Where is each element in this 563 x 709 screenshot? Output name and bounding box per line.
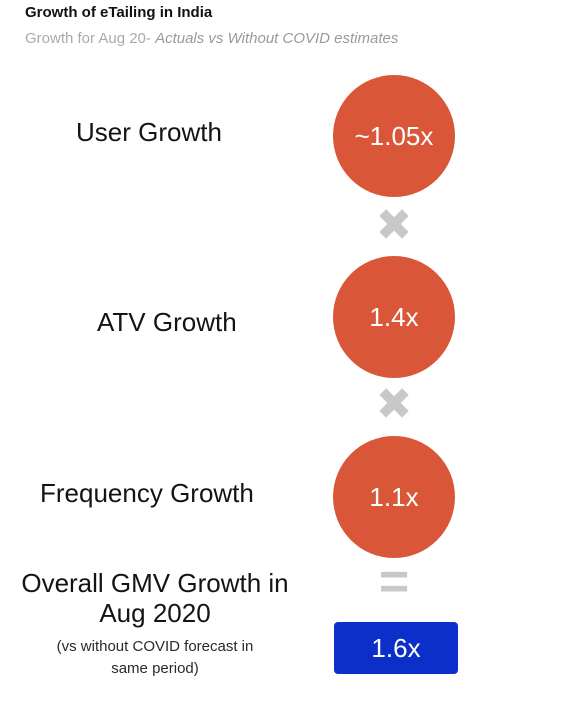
atv-growth-bubble: 1.4x [333, 256, 455, 378]
overall-title-line2: Aug 2020 [99, 598, 211, 628]
overall-gmv-value: 1.6x [371, 632, 421, 663]
overall-note-line1: (vs without COVID forecast in [56, 638, 254, 655]
equals-icon: = [378, 553, 410, 611]
overall-note-line2: same period) [111, 660, 199, 677]
row-label-atv-growth: ATV Growth [97, 307, 237, 337]
page-subtitle: Growth for Aug 20- Actuals vs Without CO… [25, 30, 398, 47]
frequency-growth-bubble: 1.1x [333, 436, 455, 558]
subtitle-italic: Actuals vs Without COVID estimates [155, 30, 399, 47]
subtitle-prefix: Growth for Aug 20- [25, 30, 151, 47]
overall-gmv-block: Overall GMV Growth in Aug 2020 (vs witho… [0, 568, 310, 680]
atv-growth-value: 1.4x [369, 301, 419, 332]
overall-gmv-result: 1.6x [334, 622, 458, 674]
overall-title: Overall GMV Growth in Aug 2020 [0, 568, 310, 628]
overall-title-line1: Overall GMV Growth in [21, 568, 289, 598]
user-growth-value: ~1.05x [354, 120, 434, 151]
multiply-icon: ✖ [375, 380, 413, 429]
overall-note: (vs without COVID forecast in same perio… [0, 636, 310, 680]
multiply-icon: ✖ [375, 201, 413, 250]
row-label-user-growth: User Growth [76, 117, 222, 147]
row-label-frequency-growth: Frequency Growth [40, 478, 254, 508]
page-title: Growth of eTailing in India [25, 4, 213, 21]
frequency-growth-value: 1.1x [369, 481, 419, 512]
user-growth-bubble: ~1.05x [333, 75, 455, 197]
